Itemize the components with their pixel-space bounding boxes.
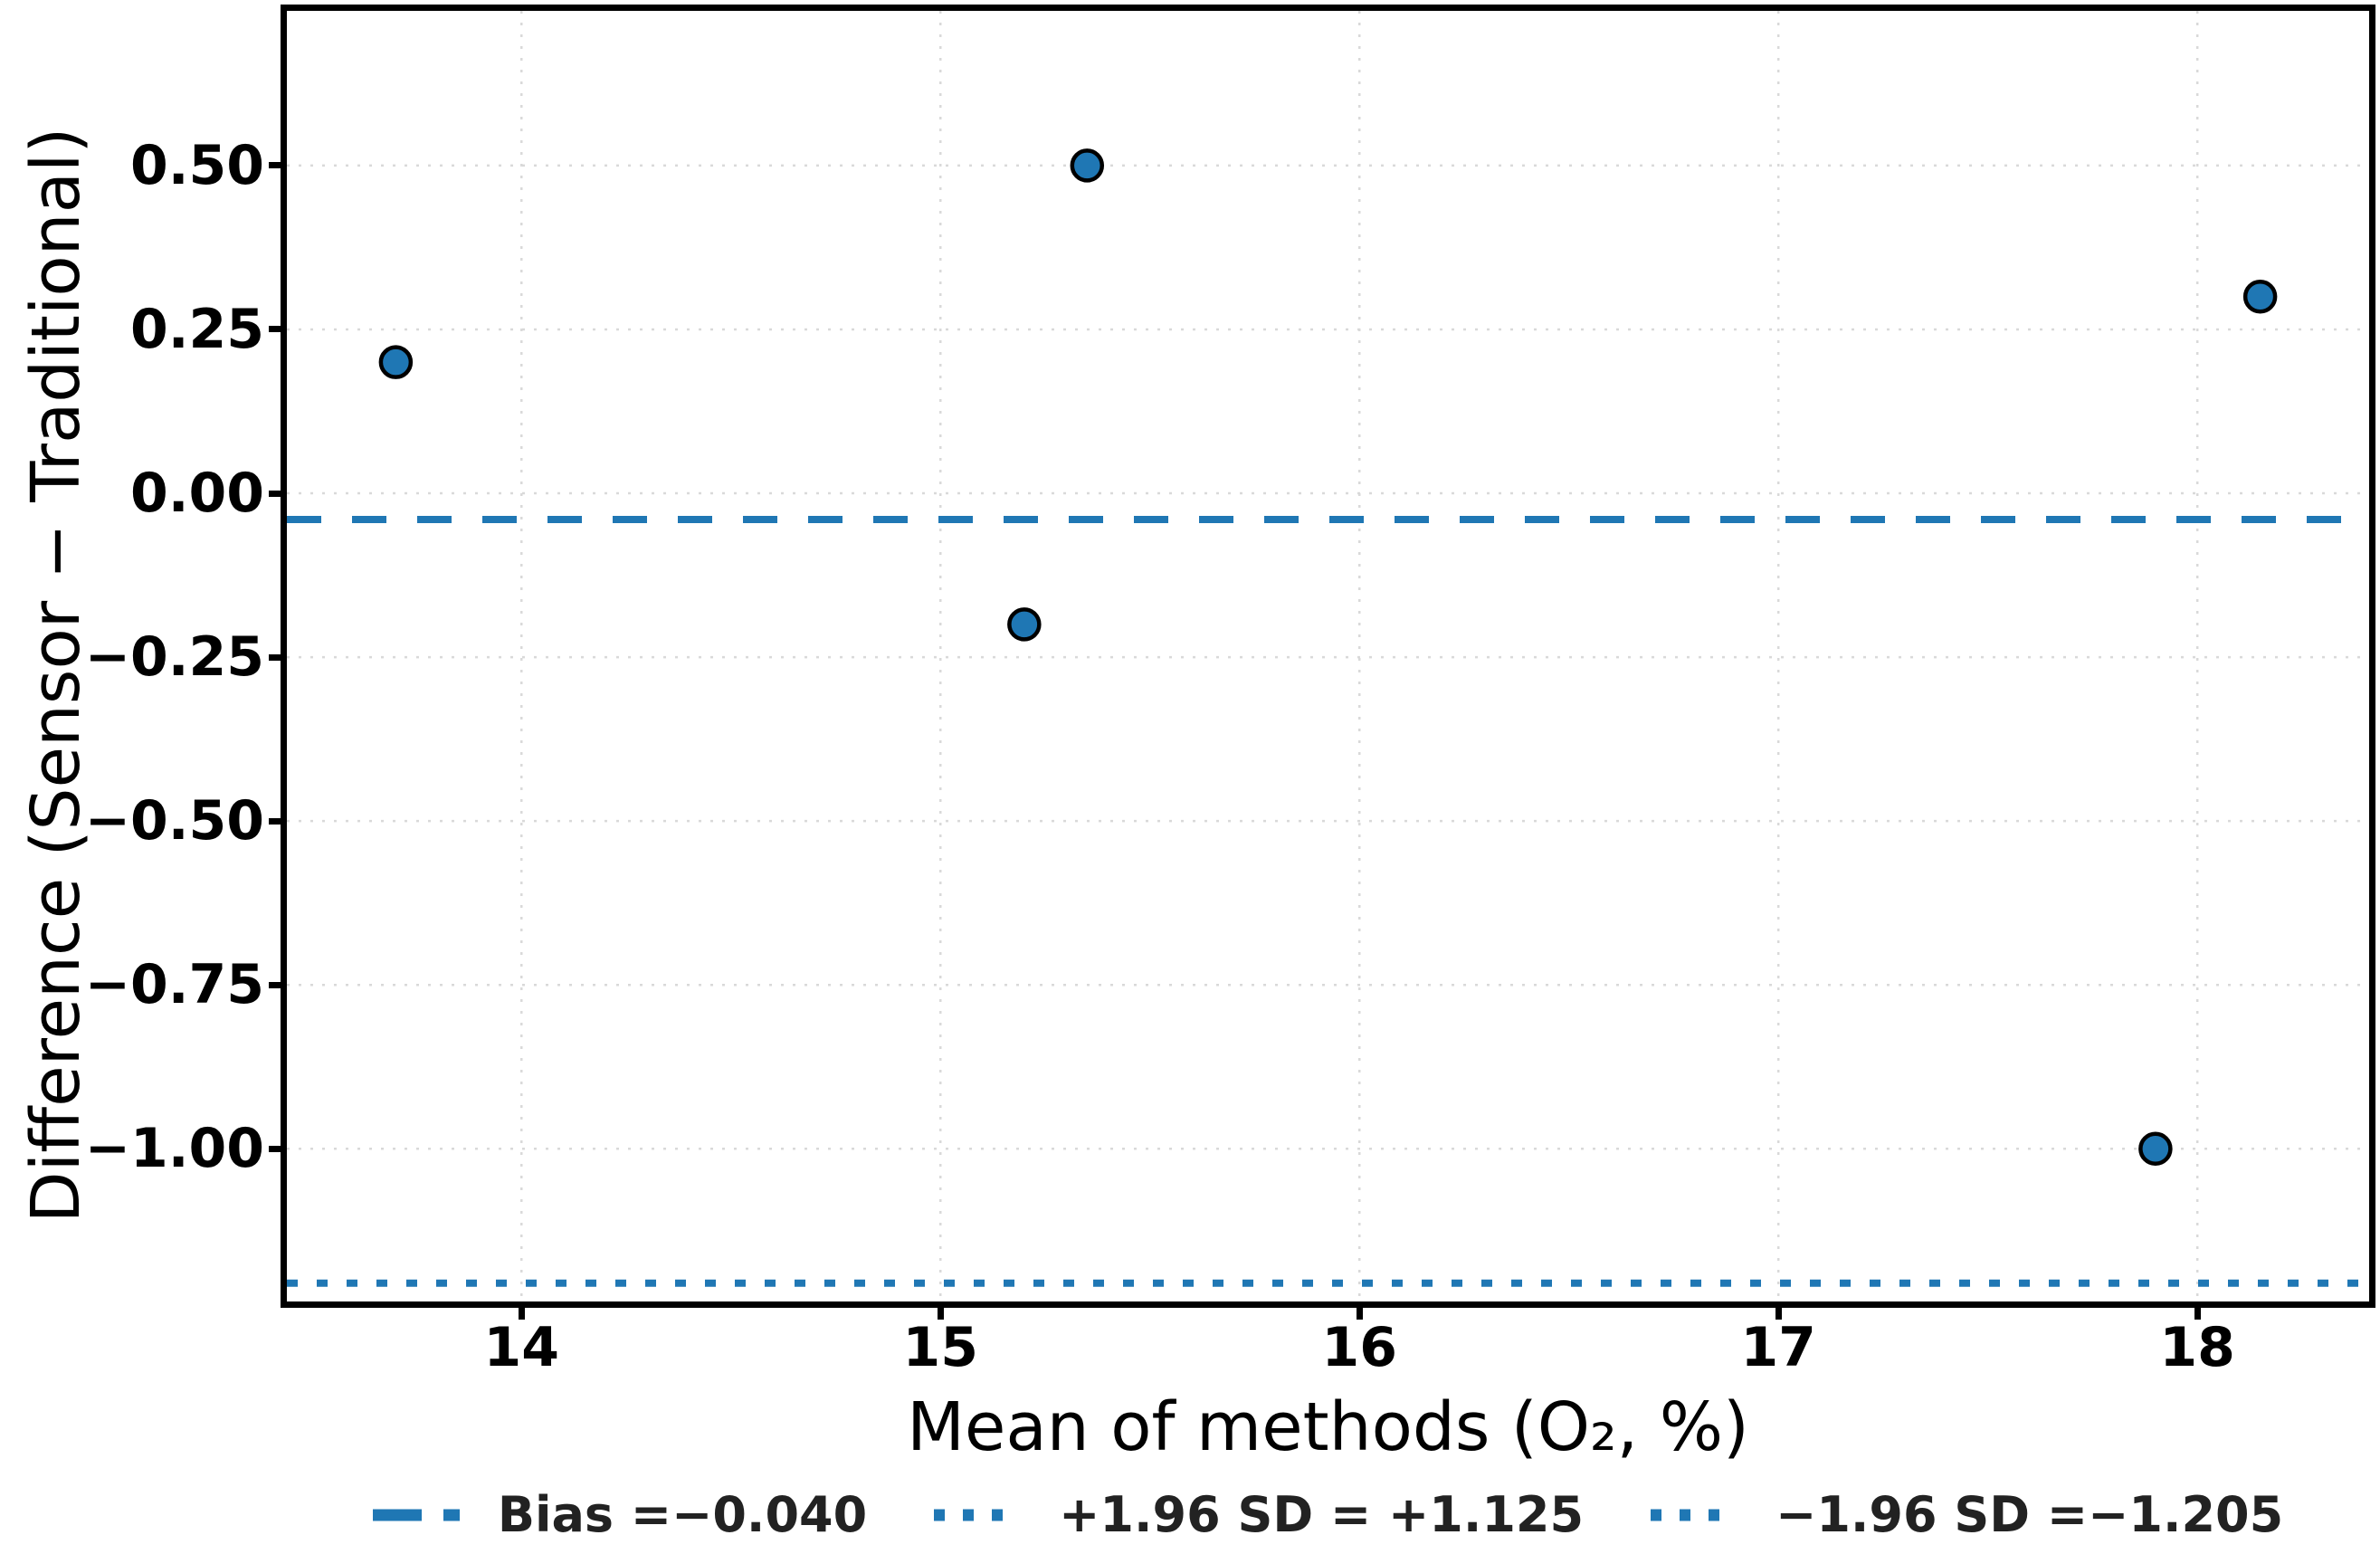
y-tick-label: 0.50 xyxy=(129,133,264,197)
legend-dashed-line-swatch xyxy=(372,1509,460,1521)
legend-label: Bias =−0.040 xyxy=(497,1486,868,1543)
data-point xyxy=(2138,1131,2173,1167)
y-tick-label: 0.00 xyxy=(129,462,264,526)
y-tick-label: −0.50 xyxy=(84,789,264,853)
data-point xyxy=(1070,148,1105,183)
legend-dotted-line-swatch xyxy=(1651,1509,1738,1521)
x-tick-label: 17 xyxy=(1740,1316,1816,1379)
legend-item-upper-loa: +1.96 SD = +1.125 xyxy=(934,1486,1584,1543)
y-tick-mark xyxy=(269,653,287,661)
x-axis-label: Mean of methods (O₂, %) xyxy=(907,1388,1749,1466)
y-tick-mark xyxy=(269,981,287,988)
x-tick-label: 14 xyxy=(483,1316,560,1379)
legend: Bias =−0.040 +1.96 SD = +1.125 −1.96 SD =−… xyxy=(287,1486,2369,1543)
data-point xyxy=(2242,280,2278,314)
x-tick-label: 16 xyxy=(1321,1316,1397,1379)
x-tick-label: 15 xyxy=(902,1316,978,1379)
data-point xyxy=(378,345,414,379)
x-tick-mark xyxy=(937,1301,944,1320)
y-tick-mark xyxy=(269,1145,287,1152)
legend-item-bias: Bias =−0.040 xyxy=(372,1486,868,1543)
x-tick-mark xyxy=(1356,1301,1363,1320)
x-tick-mark xyxy=(2194,1301,2201,1320)
x-tick-label: 18 xyxy=(2159,1316,2235,1379)
y-tick-label: 0.25 xyxy=(129,297,264,361)
y-tick-mark xyxy=(269,162,287,169)
legend-label: +1.96 SD = +1.125 xyxy=(1059,1486,1585,1543)
plot-area xyxy=(287,11,2369,1301)
y-tick-label: −0.75 xyxy=(84,953,264,1017)
data-point xyxy=(1007,607,1042,642)
legend-label: −1.96 SD =−1.205 xyxy=(1775,1486,2284,1543)
y-tick-mark xyxy=(269,490,287,497)
legend-item-lower-loa: −1.96 SD =−1.205 xyxy=(1651,1486,2283,1543)
y-tick-label: −0.25 xyxy=(84,625,264,690)
y-tick-mark xyxy=(269,817,287,825)
y-tick-mark xyxy=(269,326,287,333)
x-tick-mark xyxy=(518,1301,525,1320)
x-tick-mark xyxy=(1775,1301,1782,1320)
legend-dotted-line-swatch xyxy=(934,1509,1022,1521)
y-tick-label: −1.00 xyxy=(84,1117,264,1181)
